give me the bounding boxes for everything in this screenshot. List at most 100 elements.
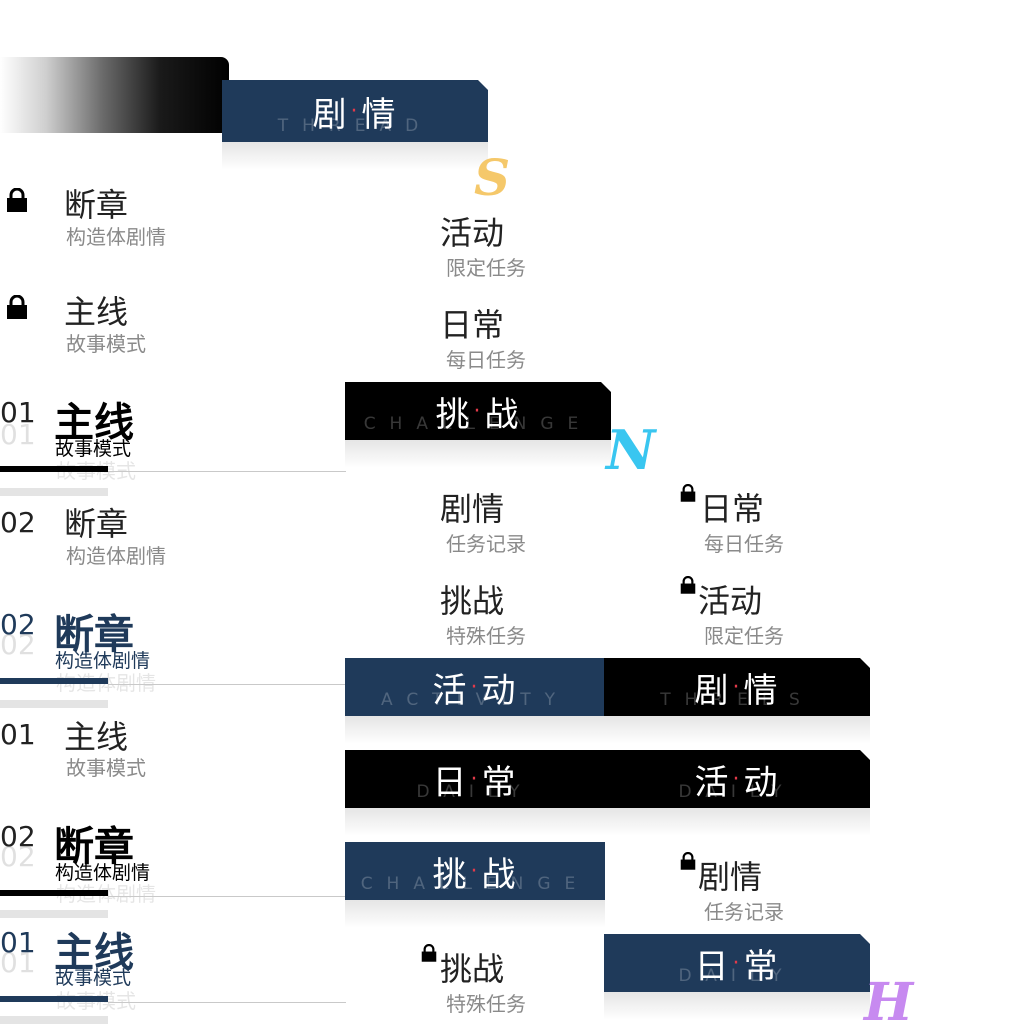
daily-locked-sub: 每日任务 xyxy=(704,532,784,556)
activity-sub: 限定任务 xyxy=(446,256,526,280)
row-band xyxy=(0,910,108,918)
activity-title[interactable]: 活动 xyxy=(440,214,505,252)
tab-activity-daily[interactable]: DAILY 活 · 动 xyxy=(604,750,870,808)
row-band xyxy=(0,1016,108,1024)
row-main-title[interactable]: 主线 xyxy=(54,400,134,446)
tab-activity-daily-en: DAILY xyxy=(678,782,796,802)
row-num: 01 xyxy=(0,718,36,751)
tab-challenge-zh2: 战 xyxy=(484,394,521,435)
row-main-title-selected[interactable]: 主线 xyxy=(54,930,134,976)
row-band xyxy=(0,700,108,708)
tab-dot: · xyxy=(470,858,480,884)
tab-threads[interactable]: THREDS 剧 · 情 xyxy=(604,658,870,716)
row-fragment-title-selected[interactable]: 断章 xyxy=(54,612,134,658)
story-title[interactable]: 剧情 xyxy=(440,490,505,528)
tab-thread-zh1: 剧 xyxy=(312,94,349,135)
tab-shadow xyxy=(604,992,870,1020)
row-main-title[interactable]: 主线 xyxy=(64,718,129,756)
tab-dot: · xyxy=(732,766,742,792)
row-num: 01 xyxy=(0,926,36,959)
tab-challenge[interactable]: CHALLENGE 挑 · 战 xyxy=(345,382,611,440)
tab-daily-2-en: DAILY xyxy=(678,966,796,986)
row-main-sub: 故事模式 xyxy=(55,438,132,460)
challenge-sub: 特殊任务 xyxy=(446,624,526,648)
tab-daily-2-zh2: 常 xyxy=(743,946,780,987)
row-fragment-title[interactable]: 断章 xyxy=(64,505,129,543)
row-main-sub-selected: 故事模式 xyxy=(55,967,132,989)
row-main-sub: 故事模式 xyxy=(66,756,146,780)
tab-daily-en: DAILY xyxy=(416,782,534,802)
tab-threads-zh2: 情 xyxy=(743,670,780,711)
row-num-ghost: 02 xyxy=(0,840,36,873)
daily-title[interactable]: 日常 xyxy=(440,306,505,344)
tab-thread[interactable]: THREAD 剧 · 情 xyxy=(222,80,488,142)
tab-daily-2[interactable]: DAILY 日 · 常 xyxy=(604,934,870,992)
row-num: 01 xyxy=(0,396,36,429)
row-divider xyxy=(108,896,346,897)
tab-shadow xyxy=(222,142,488,170)
tab-challenge-2[interactable]: CHALLENGE 挑 · 战 xyxy=(345,842,605,900)
tab-dot: · xyxy=(732,950,742,976)
tab-dot: · xyxy=(473,398,483,424)
story-locked-title[interactable]: 剧情 xyxy=(698,858,763,896)
row-band xyxy=(0,488,108,496)
row-divider xyxy=(108,1002,346,1003)
row-num: 02 xyxy=(0,820,36,853)
row-num-ghost: 01 xyxy=(0,418,36,451)
tab-shadow xyxy=(345,716,870,744)
activity-locked-title[interactable]: 活动 xyxy=(698,582,763,620)
lock-icon xyxy=(680,851,696,870)
tab-activity[interactable]: ACTIVITY 活 · 动 xyxy=(345,658,605,716)
daily-sub: 每日任务 xyxy=(446,348,526,372)
tab-activity-zh2: 动 xyxy=(481,670,518,711)
tab-daily[interactable]: DAILY 日 · 常 xyxy=(345,750,605,808)
locked-main-title[interactable]: 主线 xyxy=(64,293,129,331)
challenge-title[interactable]: 挑战 xyxy=(440,582,505,620)
tab-thread-zh2: 情 xyxy=(361,94,398,135)
tab-daily-2-zh1: 日 xyxy=(694,946,731,987)
row-num-ghost: 01 xyxy=(0,946,36,979)
challenge-locked-title[interactable]: 挑战 xyxy=(440,950,505,988)
tab-daily-zh2: 常 xyxy=(481,762,518,803)
row-fragment-sub: 构造体剧情 xyxy=(66,544,166,568)
row-underline xyxy=(0,890,108,896)
row-num-ghost: 02 xyxy=(0,628,36,661)
tab-challenge-2-en: CHALLENGE xyxy=(360,874,590,894)
row-divider xyxy=(108,684,346,685)
tab-threads-en: THREDS xyxy=(660,690,814,710)
locked-fragment-title[interactable]: 断章 xyxy=(64,186,129,224)
lock-icon xyxy=(421,943,437,962)
story-sub: 任务记录 xyxy=(446,532,526,556)
n-icon: N xyxy=(606,418,656,482)
locked-fragment-sub: 构造体剧情 xyxy=(66,225,166,249)
row-fragment-sub-selected: 构造体剧情 xyxy=(55,862,151,884)
tab-daily-zh1: 日 xyxy=(432,762,469,803)
tab-challenge-zh1: 挑 xyxy=(435,394,472,435)
row-num: 02 xyxy=(0,608,36,641)
row-num: 02 xyxy=(0,506,36,539)
tab-dot: · xyxy=(470,766,480,792)
lock-icon xyxy=(6,294,28,319)
row-underline xyxy=(0,678,108,684)
tab-threads-zh1: 剧 xyxy=(694,670,731,711)
locked-main-sub: 故事模式 xyxy=(66,332,146,356)
tab-thread-en: THREAD xyxy=(277,116,433,136)
lock-icon xyxy=(680,483,696,502)
tab-dot: · xyxy=(350,98,360,124)
row-underline xyxy=(0,466,108,472)
tab-shadow xyxy=(345,440,611,468)
tab-shadow xyxy=(345,808,870,836)
lock-icon xyxy=(680,575,696,594)
h-icon: H xyxy=(864,972,914,1033)
row-fragment-title-selected[interactable]: 断章 xyxy=(54,824,134,870)
tab-activity-daily-zh1: 活 xyxy=(694,762,731,803)
daily-locked-title[interactable]: 日常 xyxy=(700,490,765,528)
s-currency-icon: S xyxy=(474,148,511,207)
tab-activity-zh1: 活 xyxy=(432,670,469,711)
row-fragment-sub-selected: 构造体剧情 xyxy=(55,650,151,672)
tab-activity-en: ACTIVITY xyxy=(380,690,569,710)
row-divider xyxy=(108,471,346,472)
tab-dot: · xyxy=(470,674,480,700)
header-gradient-bar xyxy=(0,57,229,133)
tab-activity-daily-zh2: 动 xyxy=(743,762,780,803)
